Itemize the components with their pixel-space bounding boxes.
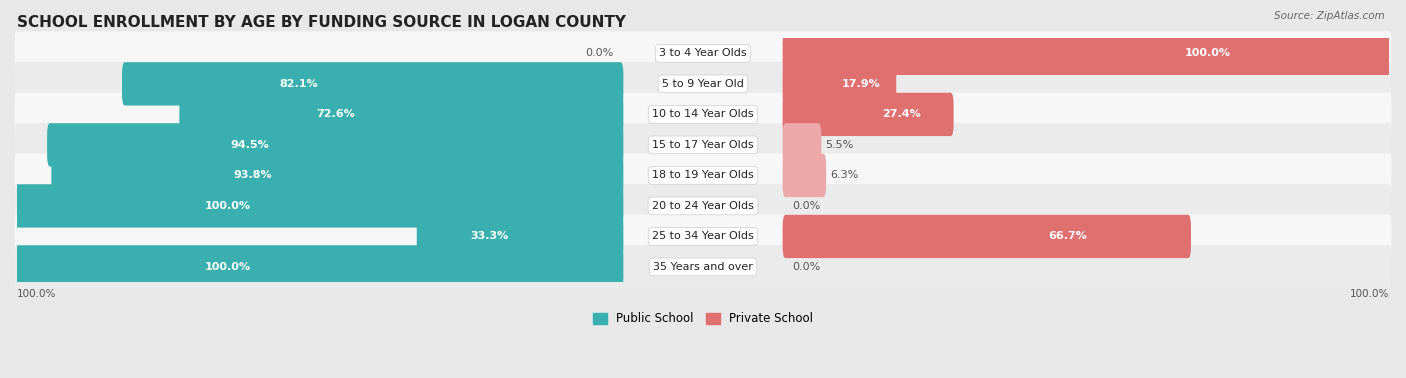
Text: 25 to 34 Year Olds: 25 to 34 Year Olds [652, 231, 754, 242]
Text: 27.4%: 27.4% [882, 109, 921, 119]
FancyBboxPatch shape [416, 215, 623, 258]
Text: 72.6%: 72.6% [316, 109, 354, 119]
FancyBboxPatch shape [14, 62, 1392, 106]
FancyBboxPatch shape [783, 154, 827, 197]
Text: 100.0%: 100.0% [1185, 48, 1232, 58]
FancyBboxPatch shape [122, 62, 623, 105]
Text: 0.0%: 0.0% [792, 201, 821, 211]
Text: 15 to 17 Year Olds: 15 to 17 Year Olds [652, 140, 754, 150]
FancyBboxPatch shape [783, 123, 821, 167]
FancyBboxPatch shape [52, 154, 623, 197]
FancyBboxPatch shape [14, 123, 1392, 167]
Text: SCHOOL ENROLLMENT BY AGE BY FUNDING SOURCE IN LOGAN COUNTY: SCHOOL ENROLLMENT BY AGE BY FUNDING SOUR… [17, 15, 626, 30]
Text: 82.1%: 82.1% [278, 79, 318, 89]
Text: 100.0%: 100.0% [205, 262, 252, 272]
Text: 17.9%: 17.9% [842, 79, 880, 89]
Text: 33.3%: 33.3% [471, 231, 509, 242]
FancyBboxPatch shape [783, 62, 896, 105]
Text: 0.0%: 0.0% [792, 262, 821, 272]
Text: 5 to 9 Year Old: 5 to 9 Year Old [662, 79, 744, 89]
Text: 18 to 19 Year Olds: 18 to 19 Year Olds [652, 170, 754, 180]
FancyBboxPatch shape [783, 32, 1392, 75]
Text: 100.0%: 100.0% [205, 201, 252, 211]
FancyBboxPatch shape [14, 184, 1392, 228]
Text: Source: ZipAtlas.com: Source: ZipAtlas.com [1274, 11, 1385, 21]
FancyBboxPatch shape [14, 92, 1392, 136]
FancyBboxPatch shape [48, 123, 623, 167]
Text: 3 to 4 Year Olds: 3 to 4 Year Olds [659, 48, 747, 58]
FancyBboxPatch shape [14, 184, 623, 228]
FancyBboxPatch shape [14, 214, 1392, 259]
Text: 10 to 14 Year Olds: 10 to 14 Year Olds [652, 109, 754, 119]
Text: 100.0%: 100.0% [1350, 289, 1389, 299]
FancyBboxPatch shape [14, 245, 623, 288]
FancyBboxPatch shape [14, 153, 1392, 197]
Legend: Public School, Private School: Public School, Private School [588, 308, 818, 330]
Text: 0.0%: 0.0% [585, 48, 614, 58]
Text: 93.8%: 93.8% [233, 170, 271, 180]
Text: 35 Years and over: 35 Years and over [652, 262, 754, 272]
FancyBboxPatch shape [783, 215, 1191, 258]
FancyBboxPatch shape [14, 31, 1392, 75]
FancyBboxPatch shape [783, 93, 953, 136]
Text: 100.0%: 100.0% [17, 289, 56, 299]
Text: 20 to 24 Year Olds: 20 to 24 Year Olds [652, 201, 754, 211]
Text: 94.5%: 94.5% [231, 140, 269, 150]
Text: 6.3%: 6.3% [831, 170, 859, 180]
FancyBboxPatch shape [14, 245, 1392, 289]
Text: 5.5%: 5.5% [825, 140, 853, 150]
Text: 66.7%: 66.7% [1047, 231, 1087, 242]
FancyBboxPatch shape [180, 93, 623, 136]
